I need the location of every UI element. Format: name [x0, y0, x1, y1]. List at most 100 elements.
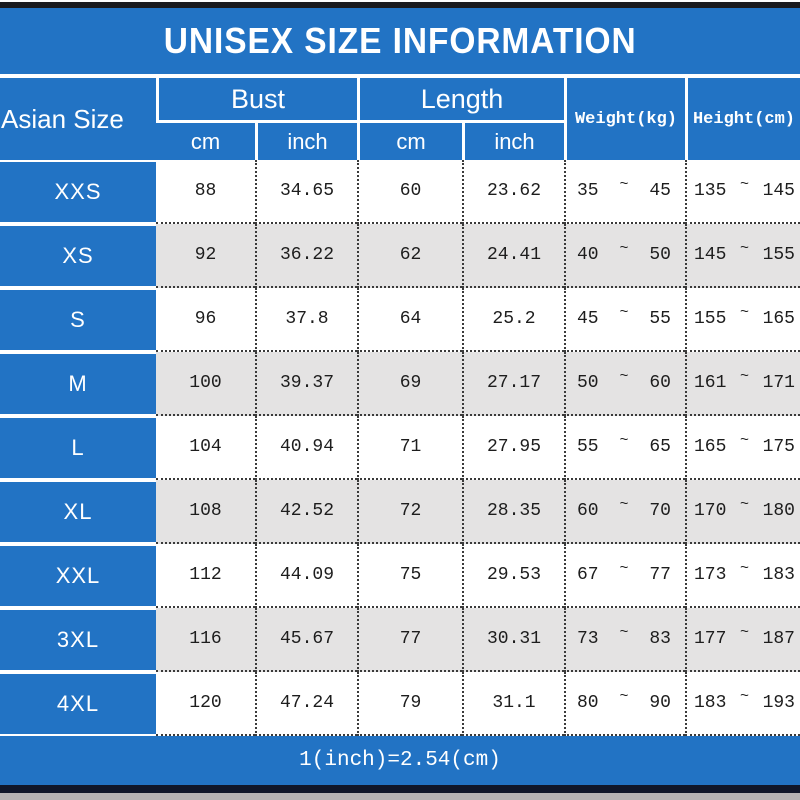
cell-height-range: 170 ~ 180 [685, 480, 800, 544]
size-label: XXL [0, 544, 156, 608]
tilde-glyph: ~ [619, 559, 629, 577]
table-row: XS 92 36.22 62 24.41 40 ~ 50 145 ~ 155 [0, 224, 800, 288]
cell-length-inch: 24.41 [462, 224, 564, 288]
cell-weight-range: 67 ~ 77 [564, 544, 685, 608]
tilde-glyph: ~ [619, 303, 629, 321]
tilde-glyph: ~ [619, 431, 629, 449]
weight-max: 60 [649, 373, 671, 393]
header-asian-size: Asian Size [0, 78, 156, 160]
cell-length-cm: 72 [357, 480, 462, 544]
height-min: 170 [694, 501, 727, 521]
table-row: XXS 88 34.65 60 23.62 35 ~ 45 135 ~ 145 [0, 160, 800, 224]
cell-length-inch: 27.17 [462, 352, 564, 416]
tilde-glyph: ~ [739, 623, 749, 641]
height-max: 180 [762, 501, 795, 521]
weight-max: 45 [649, 181, 671, 201]
tilde-glyph: ~ [739, 687, 749, 705]
height-min: 155 [694, 309, 727, 329]
top-dark-bar [0, 2, 800, 8]
tilde-glyph: ~ [619, 239, 629, 257]
tilde-glyph: ~ [739, 175, 749, 193]
cell-bust-cm: 112 [156, 544, 255, 608]
height-min: 165 [694, 437, 727, 457]
height-min: 145 [694, 245, 727, 265]
height-max: 187 [762, 629, 795, 649]
tilde-glyph: ~ [619, 367, 629, 385]
top-white-strip [0, 0, 800, 2]
table-row: 3XL 116 45.67 77 30.31 73 ~ 83 177 ~ 187 [0, 608, 800, 672]
cell-length-inch: 23.62 [462, 160, 564, 224]
height-max: 155 [762, 245, 795, 265]
cell-bust-inch: 37.8 [255, 288, 357, 352]
cell-weight-range: 40 ~ 50 [564, 224, 685, 288]
cell-length-inch: 27.95 [462, 416, 564, 480]
title-bar: UNISEX SIZE INFORMATION [0, 8, 800, 74]
height-max: 175 [762, 437, 795, 457]
cell-height-range: 165 ~ 175 [685, 416, 800, 480]
cell-bust-cm: 116 [156, 608, 255, 672]
height-max: 145 [762, 181, 795, 201]
size-label: 3XL [0, 608, 156, 672]
cell-bust-inch: 45.67 [255, 608, 357, 672]
weight-max: 70 [649, 501, 671, 521]
weight-min: 73 [577, 629, 599, 649]
header-weight: Weight(kg) [564, 78, 685, 160]
cell-length-cm: 79 [357, 672, 462, 736]
cell-bust-inch: 39.37 [255, 352, 357, 416]
cell-length-cm: 75 [357, 544, 462, 608]
cell-weight-range: 73 ~ 83 [564, 608, 685, 672]
table-row: XL 108 42.52 72 28.35 60 ~ 70 170 ~ 180 [0, 480, 800, 544]
size-label: L [0, 416, 156, 480]
table-body: XXS 88 34.65 60 23.62 35 ~ 45 135 ~ 145 … [0, 160, 800, 736]
cell-length-cm: 64 [357, 288, 462, 352]
bottom-dark-bar [0, 785, 800, 793]
tilde-glyph: ~ [739, 495, 749, 513]
cell-weight-range: 35 ~ 45 [564, 160, 685, 224]
height-max: 193 [762, 693, 795, 713]
size-label: XXS [0, 160, 156, 224]
footer-bar: 1(inch)=2.54(cm) [0, 736, 800, 785]
height-max: 183 [762, 565, 795, 585]
cell-length-inch: 25.2 [462, 288, 564, 352]
weight-max: 77 [649, 565, 671, 585]
weight-max: 90 [649, 693, 671, 713]
cell-weight-range: 55 ~ 65 [564, 416, 685, 480]
size-label: S [0, 288, 156, 352]
weight-max: 65 [649, 437, 671, 457]
size-label: 4XL [0, 672, 156, 736]
tilde-glyph: ~ [739, 239, 749, 257]
height-min: 183 [694, 693, 727, 713]
tilde-glyph: ~ [619, 495, 629, 513]
size-label: XL [0, 480, 156, 544]
cell-length-cm: 62 [357, 224, 462, 288]
weight-min: 50 [577, 373, 599, 393]
weight-min: 35 [577, 181, 599, 201]
cell-length-inch: 28.35 [462, 480, 564, 544]
cell-height-range: 135 ~ 145 [685, 160, 800, 224]
cell-weight-range: 50 ~ 60 [564, 352, 685, 416]
bottom-gray-strip [0, 793, 800, 800]
header-length-inch: inch [462, 120, 564, 160]
height-max: 171 [762, 373, 795, 393]
cell-weight-range: 45 ~ 55 [564, 288, 685, 352]
cell-weight-range: 60 ~ 70 [564, 480, 685, 544]
table-row: S 96 37.8 64 25.2 45 ~ 55 155 ~ 165 [0, 288, 800, 352]
weight-max: 50 [649, 245, 671, 265]
cell-bust-cm: 88 [156, 160, 255, 224]
weight-min: 45 [577, 309, 599, 329]
conversion-note: 1(inch)=2.54(cm) [299, 749, 501, 772]
size-label: M [0, 352, 156, 416]
cell-height-range: 177 ~ 187 [685, 608, 800, 672]
header-bust-cm: cm [156, 120, 255, 160]
cell-bust-inch: 40.94 [255, 416, 357, 480]
cell-bust-cm: 96 [156, 288, 255, 352]
height-max: 165 [762, 309, 795, 329]
tilde-glyph: ~ [739, 303, 749, 321]
cell-length-cm: 71 [357, 416, 462, 480]
height-min: 161 [694, 373, 727, 393]
table-row: 4XL 120 47.24 79 31.1 80 ~ 90 183 ~ 193 [0, 672, 800, 736]
weight-min: 55 [577, 437, 599, 457]
table-row: XXL 112 44.09 75 29.53 67 ~ 77 173 ~ 183 [0, 544, 800, 608]
size-label: XS [0, 224, 156, 288]
cell-bust-inch: 42.52 [255, 480, 357, 544]
